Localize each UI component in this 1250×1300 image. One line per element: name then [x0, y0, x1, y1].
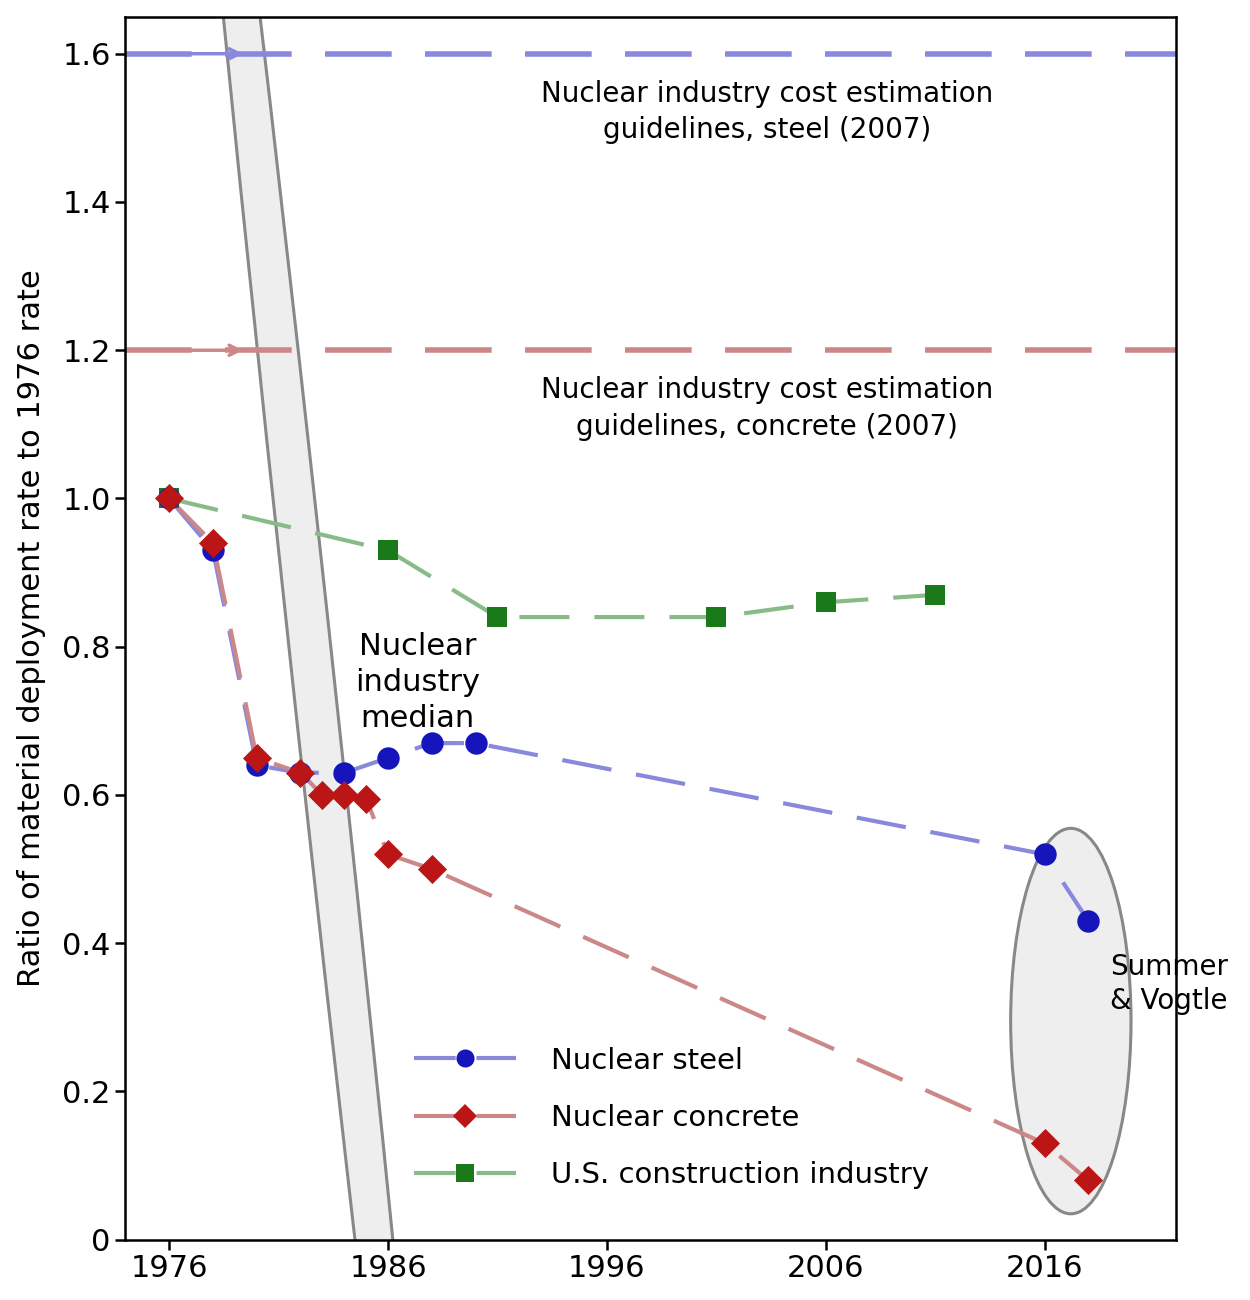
- Point: [465, 733, 485, 754]
- Point: [925, 585, 945, 606]
- Point: [290, 762, 310, 783]
- Ellipse shape: [164, 0, 460, 1300]
- Text: Nuclear industry cost estimation
guidelines, steel (2007): Nuclear industry cost estimation guideli…: [541, 79, 994, 144]
- Point: [159, 488, 179, 508]
- Point: [378, 540, 398, 560]
- Point: [202, 533, 222, 554]
- Ellipse shape: [1011, 828, 1131, 1214]
- Point: [378, 747, 398, 768]
- Point: [312, 785, 332, 806]
- Point: [421, 733, 441, 754]
- Point: [1035, 1134, 1055, 1154]
- Point: [246, 747, 266, 768]
- Point: [816, 592, 836, 612]
- Point: [488, 607, 508, 628]
- Point: [1035, 844, 1055, 865]
- Point: [334, 785, 354, 806]
- Text: Nuclear
industry
median: Nuclear industry median: [355, 632, 480, 733]
- Point: [159, 488, 179, 508]
- Point: [356, 788, 376, 809]
- Point: [159, 488, 179, 508]
- Point: [290, 762, 310, 783]
- Legend: Nuclear steel, Nuclear concrete, U.S. construction industry: Nuclear steel, Nuclear concrete, U.S. co…: [402, 1035, 941, 1201]
- Point: [334, 762, 354, 783]
- Point: [246, 755, 266, 776]
- Y-axis label: Ratio of material deployment rate to 1976 rate: Ratio of material deployment rate to 197…: [16, 269, 46, 987]
- Point: [1079, 910, 1099, 931]
- Point: [706, 607, 726, 628]
- Point: [378, 844, 398, 865]
- Point: [1079, 1170, 1099, 1191]
- Text: Nuclear industry cost estimation
guidelines, concrete (2007): Nuclear industry cost estimation guideli…: [541, 376, 994, 441]
- Text: Summer
& Vogtle: Summer & Vogtle: [1110, 953, 1229, 1015]
- Point: [421, 859, 441, 880]
- Point: [202, 540, 222, 560]
